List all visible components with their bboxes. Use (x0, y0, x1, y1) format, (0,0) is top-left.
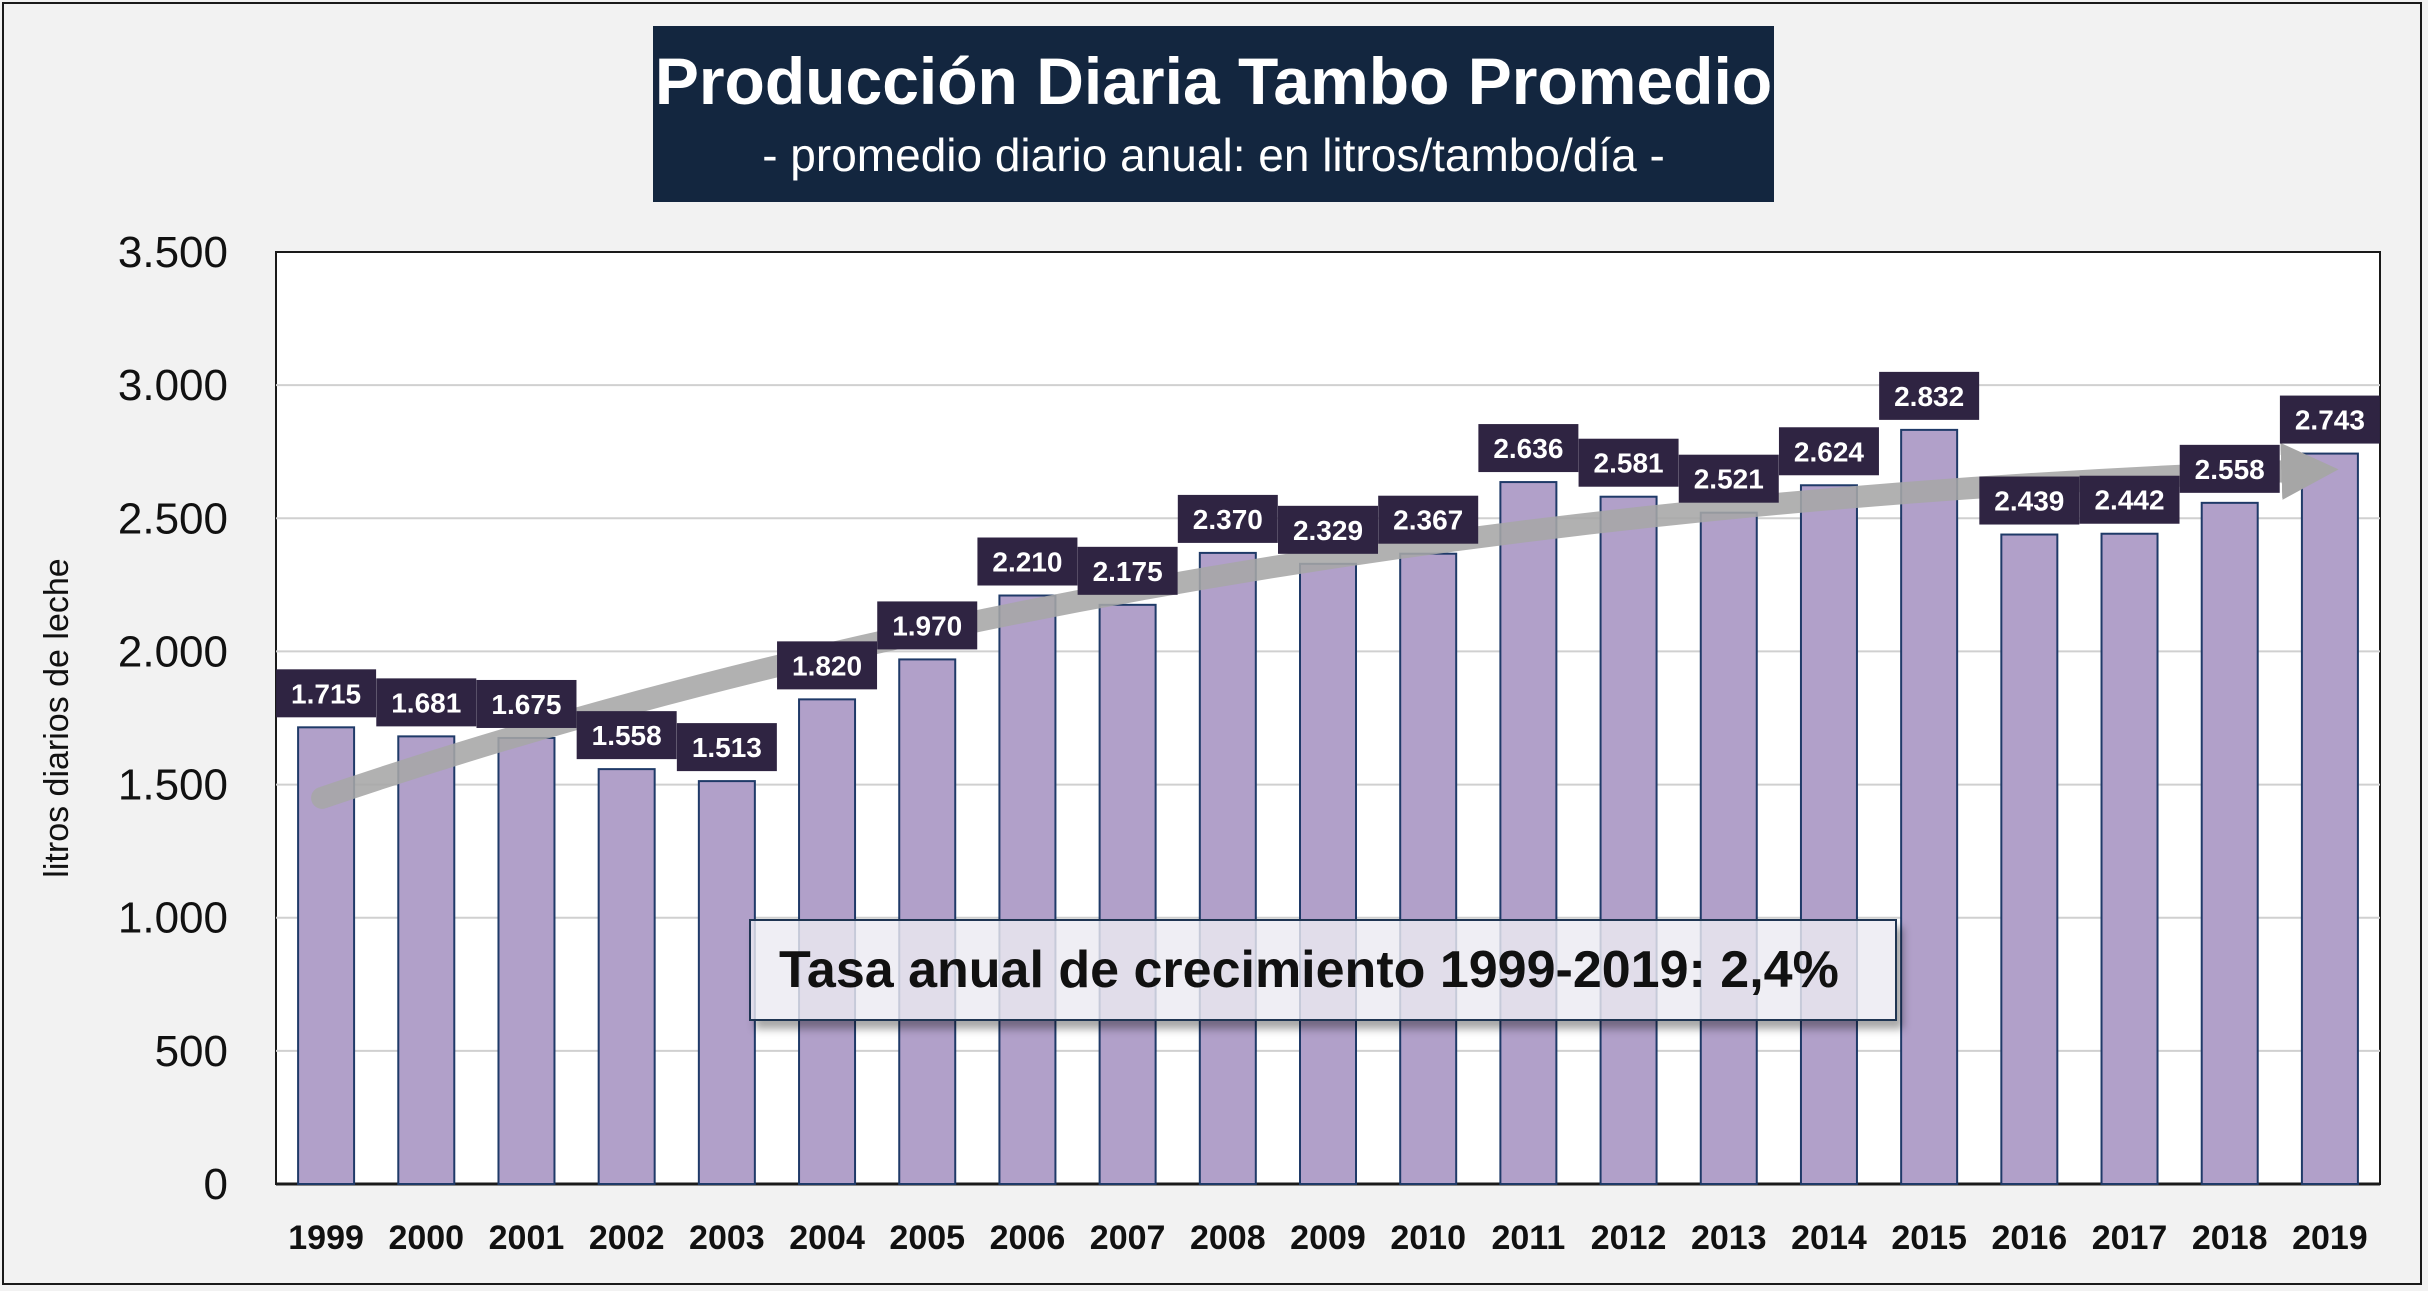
data-label-box (676, 723, 777, 772)
bar (497, 736, 556, 1185)
data-label: 1.675 (491, 689, 561, 720)
y-tick-label: 1.500 (118, 761, 228, 810)
data-label-box (2279, 395, 2380, 444)
data-label: 2.442 (2094, 485, 2164, 516)
bar (1399, 552, 1458, 1185)
data-label: 2.636 (1493, 433, 1563, 464)
data-label: 2.439 (1994, 486, 2064, 517)
data-label: 1.715 (291, 678, 361, 709)
y-tick-label: 3.500 (118, 228, 228, 277)
x-tick-label: 2005 (889, 1219, 965, 1257)
bar (2300, 452, 2359, 1185)
bar (2000, 533, 2059, 1185)
x-tick-label: 2015 (1891, 1219, 1967, 1257)
data-label-box (576, 711, 677, 760)
chart-title-box: Producción Diaria Tambo Promedio - prome… (653, 26, 1774, 202)
data-label: 2.367 (1393, 505, 1463, 536)
bar (1098, 603, 1157, 1185)
x-tick-label: 2007 (1090, 1219, 1166, 1257)
chart-title: Producción Diaria Tambo Promedio (654, 44, 1773, 118)
x-tick-label: 2014 (1791, 1219, 1867, 1257)
data-label: 1.513 (692, 732, 762, 763)
y-tick-label: 0 (204, 1160, 228, 1209)
x-tick-label: 2000 (388, 1219, 464, 1257)
data-label-box (1678, 454, 1779, 503)
bar (1799, 484, 1858, 1185)
x-tick-label: 2012 (1591, 1219, 1667, 1257)
x-tick-label: 2008 (1190, 1219, 1266, 1257)
data-label: 2.581 (1594, 448, 1664, 479)
data-label: 2.743 (2295, 405, 2365, 436)
data-label: 2.521 (1694, 464, 1764, 495)
data-label: 2.175 (1093, 556, 1163, 587)
bar (1599, 495, 1658, 1186)
bar (1198, 551, 1257, 1185)
x-tick-label: 2013 (1691, 1219, 1767, 1257)
data-label-box (1077, 546, 1178, 595)
data-label-box (2079, 475, 2180, 524)
data-label-box (2179, 444, 2280, 493)
data-label: 2.329 (1293, 515, 1363, 546)
x-tick-label: 2006 (990, 1219, 1066, 1257)
y-tick-label: 500 (155, 1027, 228, 1076)
bar (1699, 511, 1758, 1185)
x-tick-label: 2016 (1992, 1219, 2068, 1257)
data-label: 2.624 (1794, 436, 1864, 467)
bar (597, 768, 656, 1185)
data-label-box (276, 669, 377, 718)
bar (397, 735, 456, 1185)
bar (998, 594, 1057, 1185)
x-tick-label: 2002 (589, 1219, 665, 1257)
data-label-box (1278, 505, 1378, 554)
bar (697, 780, 756, 1186)
y-tick-label: 2.500 (118, 494, 228, 543)
y-tick-label: 2.000 (118, 627, 228, 676)
bar (1299, 562, 1357, 1185)
data-label-box (1778, 427, 1879, 476)
y-tick-label: 1.000 (118, 894, 228, 943)
data-label-box (376, 678, 477, 727)
x-tick-label: 2011 (1491, 1219, 1565, 1257)
bar (2100, 532, 2159, 1185)
bar (1499, 481, 1558, 1185)
x-tick-label: 2017 (2092, 1219, 2168, 1257)
data-label-box (1378, 495, 1479, 544)
data-label: 2.832 (1894, 381, 1964, 412)
data-label: 2.370 (1193, 504, 1263, 535)
chart-subtitle: - promedio diario anual: en litros/tambo… (762, 129, 1665, 181)
bar (1900, 428, 1959, 1185)
x-tick-label: 2019 (2292, 1219, 2368, 1257)
data-label-box (1478, 424, 1579, 473)
x-tick-label: 2001 (489, 1219, 565, 1257)
x-tick-label: 2004 (789, 1219, 865, 1257)
x-tick-label: 2010 (1390, 1219, 1466, 1257)
data-label: 1.820 (792, 650, 862, 681)
data-label-box (476, 679, 577, 728)
x-tick-label: 2018 (2192, 1219, 2268, 1257)
data-label-box (777, 641, 878, 690)
x-tick-label: 2003 (689, 1219, 765, 1257)
data-label-box (1578, 438, 1679, 487)
x-tick-label: 2009 (1290, 1219, 1366, 1257)
x-tick-label: 1999 (288, 1219, 364, 1257)
data-label-box (1979, 476, 2080, 525)
bar (2200, 501, 2259, 1186)
data-label: 2.210 (992, 547, 1062, 578)
data-label-box (977, 537, 1078, 586)
data-label: 1.970 (892, 610, 962, 641)
data-label-box (1177, 494, 1278, 543)
data-label-box (1879, 371, 1980, 420)
data-label-box (877, 601, 978, 650)
data-label: 2.558 (2195, 454, 2265, 485)
y-tick-label: 3.000 (118, 361, 228, 410)
data-label: 1.558 (592, 720, 662, 751)
y-axis-label: litros diarios de leche (38, 558, 76, 877)
growth-rate-annotation: Tasa anual de crecimiento 1999-2019: 2,4… (749, 919, 1897, 1021)
data-label: 1.681 (391, 687, 461, 718)
